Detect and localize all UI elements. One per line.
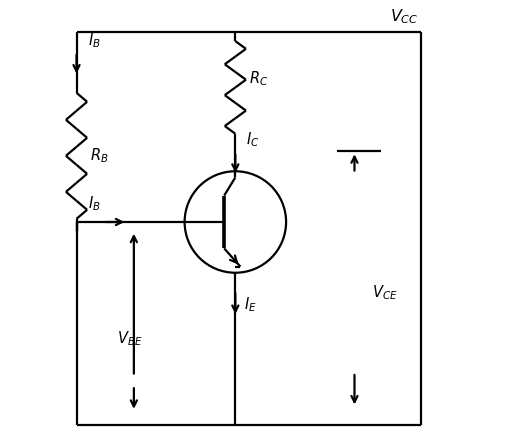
Text: $V_{CE}$: $V_{CE}$ <box>371 283 397 302</box>
Text: $V_{CC}$: $V_{CC}$ <box>389 7 418 26</box>
Text: $R_C$: $R_C$ <box>248 69 267 88</box>
Text: $I_B$: $I_B$ <box>87 31 100 50</box>
Text: $I_E$: $I_E$ <box>244 295 257 313</box>
Text: $R_B$: $R_B$ <box>89 147 108 165</box>
Text: $V_{BE}$: $V_{BE}$ <box>117 329 142 348</box>
Text: $I_B$: $I_B$ <box>87 194 100 213</box>
Text: $I_C$: $I_C$ <box>246 131 259 149</box>
